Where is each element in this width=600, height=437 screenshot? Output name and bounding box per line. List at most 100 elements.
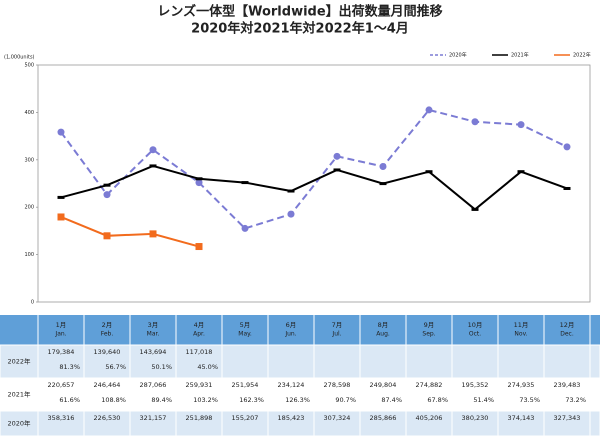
chart-subtitle: 2020年対2021年対2022年1～4月 bbox=[191, 21, 409, 37]
table-change: 45.0% bbox=[197, 363, 218, 371]
table-value: 321,157 bbox=[140, 414, 167, 422]
y-tick-label: 400 bbox=[24, 110, 34, 116]
table-month-en: Jan. bbox=[54, 331, 66, 338]
table-month-en: May. bbox=[238, 331, 252, 338]
point bbox=[425, 106, 433, 114]
table-change: 51.4% bbox=[473, 396, 494, 404]
table-month-en: Dec. bbox=[560, 331, 574, 338]
point bbox=[149, 230, 157, 238]
table-change: 56.7% bbox=[105, 363, 126, 371]
table-value: 195,352 bbox=[462, 381, 489, 389]
table-row-bg bbox=[0, 344, 600, 379]
table-change: 162.3% bbox=[239, 396, 264, 404]
point bbox=[103, 183, 111, 187]
table-month: 6月 bbox=[286, 321, 297, 329]
table-month: 11月 bbox=[514, 321, 529, 329]
table-month: 10月 bbox=[468, 321, 483, 329]
table-row-label: 2020年 bbox=[7, 419, 31, 428]
y-unit-label: (1,000units) bbox=[4, 55, 35, 61]
table-value: 155,207 bbox=[232, 414, 259, 422]
table-value: 251,898 bbox=[186, 414, 213, 422]
table-month: 1月 bbox=[56, 321, 67, 329]
table-value: 234,124 bbox=[278, 381, 305, 389]
point bbox=[517, 121, 525, 129]
table-month-en: Aug. bbox=[376, 331, 390, 338]
point bbox=[57, 128, 65, 136]
table-change: 61.6% bbox=[59, 396, 80, 404]
y-tick-label: 0 bbox=[31, 300, 34, 306]
table-change: 50.1% bbox=[151, 363, 172, 371]
table-value: 274,935 bbox=[508, 381, 535, 389]
point bbox=[333, 168, 341, 172]
table-row-label: 2021年 bbox=[7, 390, 31, 399]
table-month-en: Jun. bbox=[284, 331, 296, 338]
legend-label: 2020年 bbox=[449, 52, 467, 59]
table-value: 285,866 bbox=[370, 414, 397, 422]
table-value: 249,804 bbox=[370, 381, 397, 389]
table-value: 251,954 bbox=[232, 381, 259, 389]
point bbox=[379, 162, 387, 170]
table-month: 12月 bbox=[560, 321, 575, 329]
series-line bbox=[60, 108, 568, 230]
point bbox=[103, 191, 111, 199]
table-month: 5月 bbox=[240, 321, 251, 329]
table-month: 3月 bbox=[148, 321, 159, 329]
point bbox=[195, 177, 203, 181]
point bbox=[287, 189, 295, 193]
table-month-en: Mar. bbox=[147, 331, 160, 338]
table-month-en: Jul. bbox=[331, 331, 341, 338]
table-change: 108.8% bbox=[101, 396, 126, 404]
point bbox=[471, 118, 479, 126]
point bbox=[241, 181, 249, 185]
table-value: 358,316 bbox=[48, 414, 75, 422]
point bbox=[195, 243, 203, 251]
table-change: 87.4% bbox=[381, 396, 402, 404]
point bbox=[563, 186, 571, 190]
y-tick-label: 300 bbox=[24, 157, 34, 163]
table-month-en: Feb. bbox=[101, 331, 114, 338]
table-value: 246,464 bbox=[94, 381, 121, 389]
plot-frame bbox=[37, 64, 591, 303]
table-change: 90.7% bbox=[335, 396, 356, 404]
table-month-en: Sep. bbox=[422, 331, 435, 338]
point bbox=[563, 143, 571, 151]
point bbox=[333, 152, 341, 160]
table-value: 239,483 bbox=[554, 381, 581, 389]
table-value: 143,694 bbox=[140, 348, 167, 356]
table-month: 7月 bbox=[332, 321, 343, 329]
table-change: 103.2% bbox=[193, 396, 218, 404]
table-value: 117,018 bbox=[186, 348, 213, 356]
point bbox=[149, 146, 157, 154]
table-header-bg bbox=[0, 315, 600, 345]
y-tick-label: 200 bbox=[24, 205, 34, 211]
table-value: 139,640 bbox=[94, 348, 121, 356]
point bbox=[57, 213, 65, 221]
table-change: 67.8% bbox=[427, 396, 448, 404]
legend-label: 2021年 bbox=[511, 52, 529, 59]
table-change: 73.2% bbox=[565, 396, 586, 404]
table-month: 4月 bbox=[194, 321, 205, 329]
table-row-label: 2022年 bbox=[7, 357, 31, 366]
table-change: 126.3% bbox=[285, 396, 310, 404]
point bbox=[195, 179, 203, 187]
table-value: 405,206 bbox=[416, 414, 443, 422]
table-value: 327,343 bbox=[554, 414, 581, 422]
point bbox=[425, 170, 433, 174]
table-month: 9月 bbox=[424, 321, 435, 329]
table-value: 380,230 bbox=[462, 414, 489, 422]
table-month-en: Oct. bbox=[469, 331, 481, 338]
point bbox=[379, 182, 387, 186]
point bbox=[517, 170, 525, 174]
table-value: 226,530 bbox=[94, 414, 121, 422]
table-month-en: Nov. bbox=[514, 331, 527, 338]
table-row-bg bbox=[0, 377, 600, 412]
table-change: 73.5% bbox=[519, 396, 540, 404]
point bbox=[241, 224, 249, 232]
table-value: 287,066 bbox=[140, 381, 167, 389]
table-value: 307,324 bbox=[324, 414, 351, 422]
point bbox=[287, 210, 295, 218]
table-value: 179,384 bbox=[48, 348, 75, 356]
series-line bbox=[60, 164, 568, 211]
table-month: 2月 bbox=[102, 321, 113, 329]
